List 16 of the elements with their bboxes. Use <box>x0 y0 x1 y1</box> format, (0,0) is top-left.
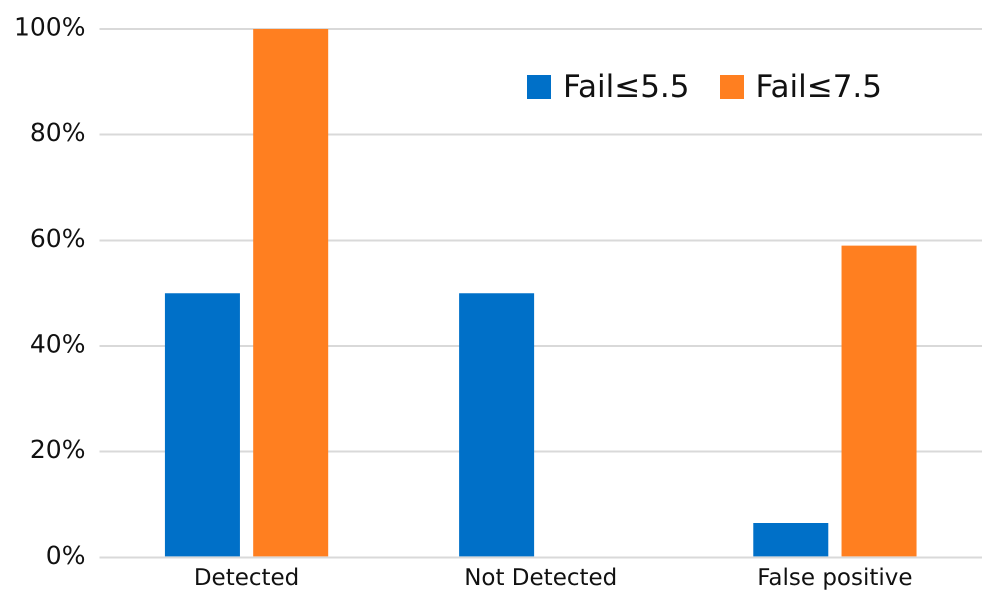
y-tick-label: 20% <box>30 435 86 464</box>
x-tick-label: Not Detected <box>464 565 618 592</box>
x-tick-label: False positive <box>757 565 913 592</box>
bar <box>753 523 828 556</box>
bar <box>164 293 240 556</box>
bar <box>253 29 328 556</box>
legend-label: Fail≤5.5 <box>563 69 690 105</box>
y-tick-label: 100% <box>14 12 86 42</box>
y-tick-label: 0% <box>46 540 86 570</box>
y-tick-label: 40% <box>30 330 86 359</box>
x-tick-label: Detected <box>194 565 300 592</box>
bar <box>459 293 534 556</box>
y-tick-label: 80% <box>30 118 86 148</box>
legend-label: Fail≤7.5 <box>756 69 882 105</box>
bar <box>842 246 917 556</box>
y-tick-label: 60% <box>30 224 86 253</box>
